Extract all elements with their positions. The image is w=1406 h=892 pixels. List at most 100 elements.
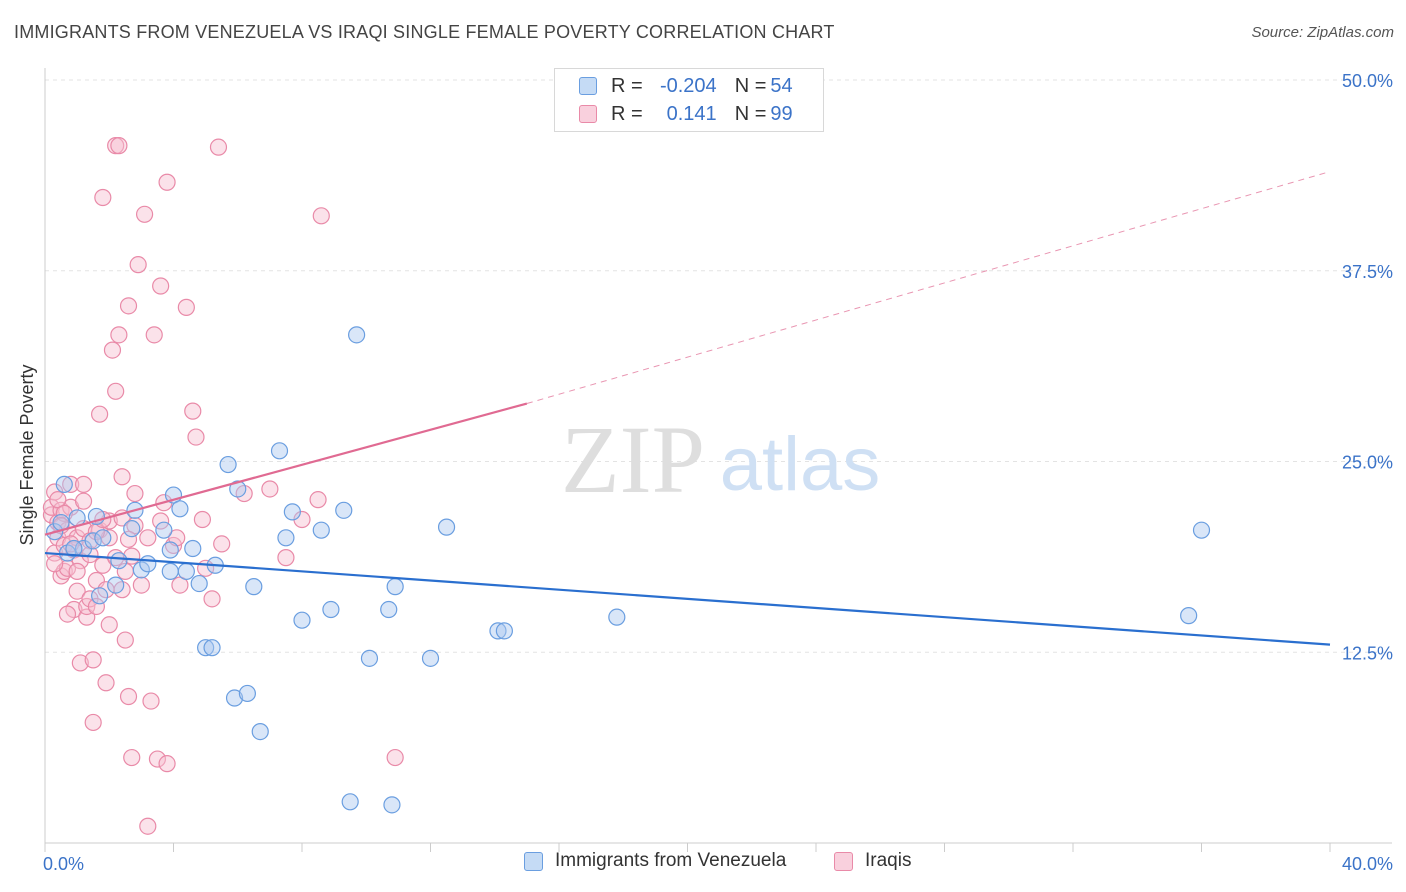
iraqis-point [100,616,118,634]
venezuela-point [229,480,247,498]
iraqis-point [148,750,167,768]
venezuela-point [171,500,189,518]
iraqis-point [139,529,157,547]
x-tick-label: 40.0% [1342,854,1393,874]
legend-n-label: N = [734,102,767,125]
legend-label-venezuela: Immigrants from Venezuela [555,850,787,871]
iraqis-point [386,748,404,767]
legend-swatch-venezuela [579,77,597,95]
iraqis-point [203,590,221,608]
iraqis-point [145,326,163,344]
venezuela-point [383,796,401,814]
trend-lines [44,171,1331,646]
x-tick-label: 0.0% [43,854,84,874]
stats-legend-row-venezuela: R = -0.204 N = 54 [579,73,793,99]
venezuela-point [335,501,353,519]
stats-legend: R = -0.204 N = 54 R = 0.141 N = 99 [554,68,824,132]
iraqis-point [213,535,231,553]
iraqis-point [110,137,128,155]
venezuela-point [322,600,340,619]
iraqis-point [152,277,170,295]
venezuela-point [421,649,440,667]
grid-lines [45,79,1392,653]
iraqis-point [68,529,86,547]
legend-item-iraqis[interactable]: Iraqis [834,850,911,872]
watermark-zip: ZIP [561,406,705,513]
venezuela-point [107,576,125,594]
iraqis-point [119,530,138,548]
venezuela-point [94,529,112,547]
venezuela-point [203,639,221,657]
venezuela-point [84,532,102,550]
iraqis-point [142,692,160,710]
stats-legend-row-iraqis: R = 0.141 N = 99 [579,101,793,127]
iraqis-point [52,501,70,519]
iraqis-point [110,326,128,344]
iraqis-point [187,428,205,446]
iraqis-point [309,491,327,509]
legend-r-value: 0.141 [666,102,717,125]
chart-title: IMMIGRANTS FROM VENEZUELA VS IRAQI SINGL… [14,22,835,42]
iraqis-point [135,205,154,223]
venezuela-point [197,639,215,657]
iraqis-point [139,817,157,835]
iraqis-point [132,576,150,594]
iraqis-point [62,535,80,553]
venezuela-point [161,541,179,559]
venezuela-point [65,539,83,558]
axes [44,68,1392,852]
iraqis-point [158,755,176,773]
y-tick-label: 37.5% [1342,262,1393,282]
iraqis-point [91,405,109,423]
y-axis-label: Single Female Poverty [17,364,37,545]
iraqis-point [81,545,99,564]
venezuela-point [251,723,269,741]
venezuela-point [489,622,507,640]
iraqis-point [312,207,330,225]
venezuela-points [46,326,1211,814]
venezuela-point [132,561,150,579]
iraqis-point [126,484,144,503]
iraqis-point [126,516,144,535]
y-tick-label: 50.0% [1342,71,1393,91]
series-legend: Immigrants from Venezuela Iraqis [0,850,1406,878]
venezuela-point [219,455,237,474]
legend-label-iraqis: Iraqis [865,850,912,871]
iraqis-point [97,674,115,692]
venezuela-point [495,622,513,640]
iraqis-point [177,298,195,316]
venezuela-trend-line [44,551,1331,646]
iraqis-point [193,510,212,529]
iraqis-point [119,297,138,315]
venezuela-point [283,503,301,521]
y-tick-label: 25.0% [1342,453,1393,473]
venezuela-point [380,600,398,619]
legend-swatch-venezuela [524,851,543,871]
venezuela-point [139,555,157,573]
legend-n-label: N = [734,74,767,97]
iraqis-point [94,188,112,207]
iraqis-point [129,256,147,274]
venezuela-point [225,689,244,707]
iraqis-point [113,468,131,486]
iraqis-point [123,748,141,767]
iraqis-trend-line [44,402,528,536]
iraqis-point [116,631,134,649]
legend-item-venezuela[interactable]: Immigrants from Venezuela [524,850,786,872]
legend-r-value: -0.204 [659,74,717,97]
iraqis-point [261,480,279,498]
venezuela-point [190,574,208,593]
venezuela-point [341,793,359,811]
iraqis-point [68,562,86,580]
chart-source: Source: ZipAtlas.com [1251,24,1394,41]
venezuela-point [184,539,202,558]
venezuela-point [177,562,195,580]
venezuela-point [155,521,173,539]
iraqis-point [277,549,295,567]
iraqis-point [46,555,64,573]
iraqis-point [107,382,125,400]
venezuela-point [245,578,263,596]
venezuela-point [386,578,404,596]
venezuela-point [277,529,295,547]
